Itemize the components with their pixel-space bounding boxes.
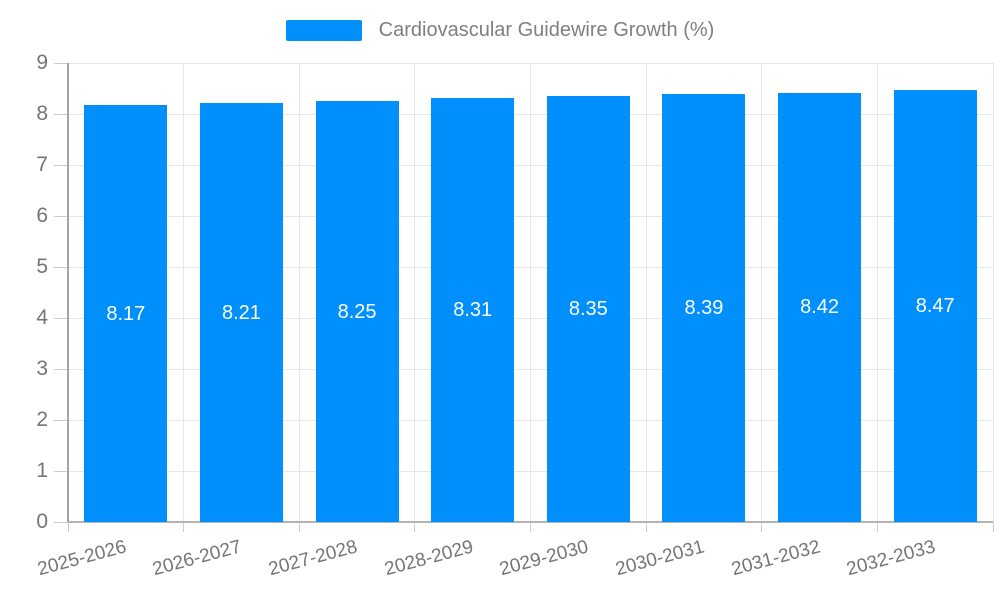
x-axis-tick [298,522,300,532]
y-axis-label: 3 [36,357,48,380]
x-axis-line [68,521,993,523]
bar-value-label: 8.31 [453,299,493,322]
y-axis-label: 6 [36,204,48,227]
bar[interactable] [778,92,862,522]
legend[interactable]: Cardiovascular Guidewire Growth (%) [0,18,1000,42]
y-axis-label: 0 [36,510,48,533]
y-axis-label: 9 [36,51,48,74]
y-axis-tick [54,419,68,421]
bar-value-label: 8.21 [221,301,261,324]
x-axis-tick [992,522,994,532]
gridline-vertical [530,63,531,522]
bar-value-label: 8.17 [106,302,146,325]
x-axis-label: 2028-2029 [382,536,476,581]
x-axis-label: 2031-2032 [728,536,823,581]
y-axis-label: 8 [36,102,48,125]
x-axis-tick [183,522,185,532]
x-axis-tick [414,522,416,532]
bar[interactable] [431,98,515,522]
gridline-vertical [992,63,994,522]
y-axis-tick [54,266,68,268]
x-axis-tick [645,522,647,532]
bar-value-label: 8.35 [568,298,608,321]
x-axis-label: 2026-2027 [150,536,245,581]
bar-value-label: 8.25 [337,300,377,323]
gridline-vertical [183,63,185,522]
x-axis-label: 2032-2033 [844,536,938,581]
x-axis-tick [761,522,763,532]
y-axis-tick [54,368,68,370]
bar[interactable] [315,101,399,522]
y-axis-label: 7 [36,153,48,176]
gridline-vertical [414,63,416,522]
x-axis-label: 2025-2026 [35,536,129,581]
x-axis-tick [67,522,69,532]
y-axis-tick [54,521,68,523]
x-axis-label: 2027-2028 [266,536,360,581]
bar[interactable] [84,105,168,522]
bar[interactable] [546,96,630,522]
bar-value-label: 8.42 [800,296,840,319]
x-axis-tick [530,522,531,532]
bar[interactable] [893,90,977,522]
y-axis-tick [54,113,68,115]
bar[interactable] [199,103,283,522]
bar[interactable] [662,94,746,522]
legend-label: Cardiovascular Guidewire Growth (%) [378,19,715,41]
y-axis-label: 1 [36,459,48,482]
y-axis-label: 4 [36,306,48,329]
y-axis-tick [54,317,68,319]
gridline-vertical [876,63,878,522]
y-axis-tick [54,62,68,64]
y-axis-line [67,63,69,522]
bar-value-label: 8.47 [915,295,955,317]
y-axis-tick [54,470,68,472]
y-axis-label: 5 [36,255,48,278]
y-axis-label: 2 [36,408,48,431]
gridline-vertical [298,63,300,522]
bar-value-label: 8.39 [684,297,724,320]
x-axis-label: 2030-2031 [613,536,707,581]
x-axis-tick [876,522,878,532]
y-axis-tick [54,164,68,166]
x-axis-label: 2029-2030 [497,536,591,581]
gridline-vertical [761,63,763,522]
y-axis-tick [54,215,68,217]
legend-color-swatch [285,19,362,41]
gridline-vertical [645,63,647,522]
